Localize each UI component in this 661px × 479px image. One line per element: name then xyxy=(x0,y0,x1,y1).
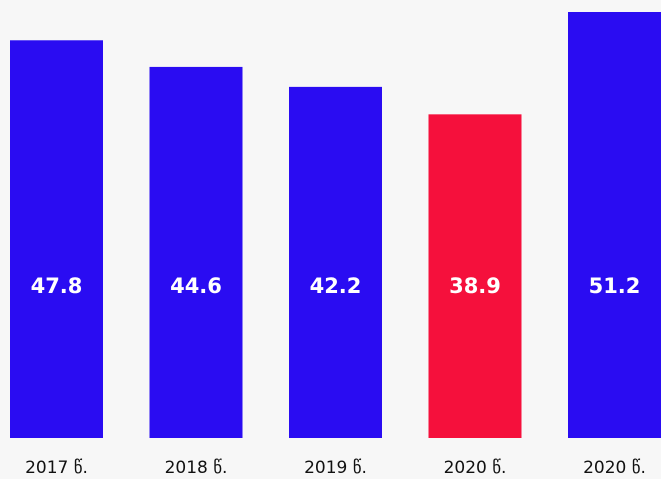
value-label: 44.6 xyxy=(170,274,222,298)
bar xyxy=(289,86,382,438)
value-label: 47.8 xyxy=(31,274,83,298)
x-tick-label: 2017 წ. xyxy=(25,458,88,478)
x-tick-label: 2020 წ. xyxy=(444,458,507,478)
x-tick-label: 2019 წ. xyxy=(304,458,367,478)
value-label: 38.9 xyxy=(449,274,501,298)
bar xyxy=(10,40,103,438)
x-tick-label: 2018 წ. xyxy=(165,458,228,478)
bar xyxy=(568,12,661,438)
bar xyxy=(428,114,522,438)
bar xyxy=(149,66,243,438)
value-label: 51.2 xyxy=(589,274,641,298)
value-label: 42.2 xyxy=(310,274,362,298)
x-tick-label: 2020 წ. xyxy=(583,458,646,478)
